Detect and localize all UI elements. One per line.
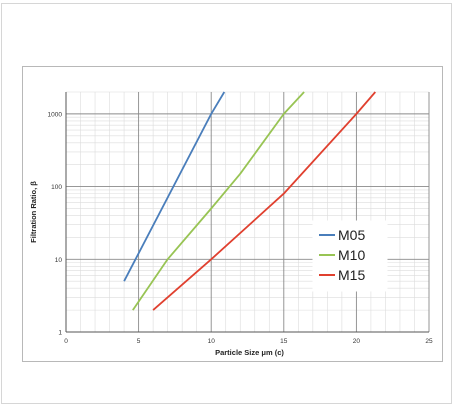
x-tick-label: 25 xyxy=(425,338,433,345)
figure-card: 0 5 10 15 20 25 1 10 100 1000 Particle Size μm (c)… xyxy=(1,3,452,404)
legend-label: M10 xyxy=(338,247,365,263)
x-tick-label: 20 xyxy=(353,338,361,345)
legend-label: M15 xyxy=(338,267,365,283)
y-tick-label: 1 xyxy=(58,330,62,337)
filtration-ratio-chart: 0 5 10 15 20 25 1 10 100 1000 Particle Size μm (c)… xyxy=(29,91,433,357)
x-tick-label: 0 xyxy=(64,338,68,345)
x-tick-label: 15 xyxy=(280,338,288,345)
x-axis-title: Particle Size μm (c) xyxy=(215,348,284,357)
y-axis-title: Filtration Ratio, β xyxy=(29,181,38,243)
legend-label: M05 xyxy=(338,227,365,243)
y-tick-label: 100 xyxy=(51,184,62,191)
plot-area xyxy=(66,92,429,332)
y-tick-label: 10 xyxy=(55,257,63,264)
series-line-m10 xyxy=(132,91,305,311)
x-tick-label: 5 xyxy=(137,338,141,345)
series-line-m15 xyxy=(152,91,376,311)
series-line-m05 xyxy=(123,91,226,282)
x-tick-label: 10 xyxy=(208,338,216,345)
chart-frame: 0 5 10 15 20 25 1 10 100 1000 Particle Size μm (c)… xyxy=(22,66,443,362)
y-tick-label: 1000 xyxy=(48,111,63,118)
